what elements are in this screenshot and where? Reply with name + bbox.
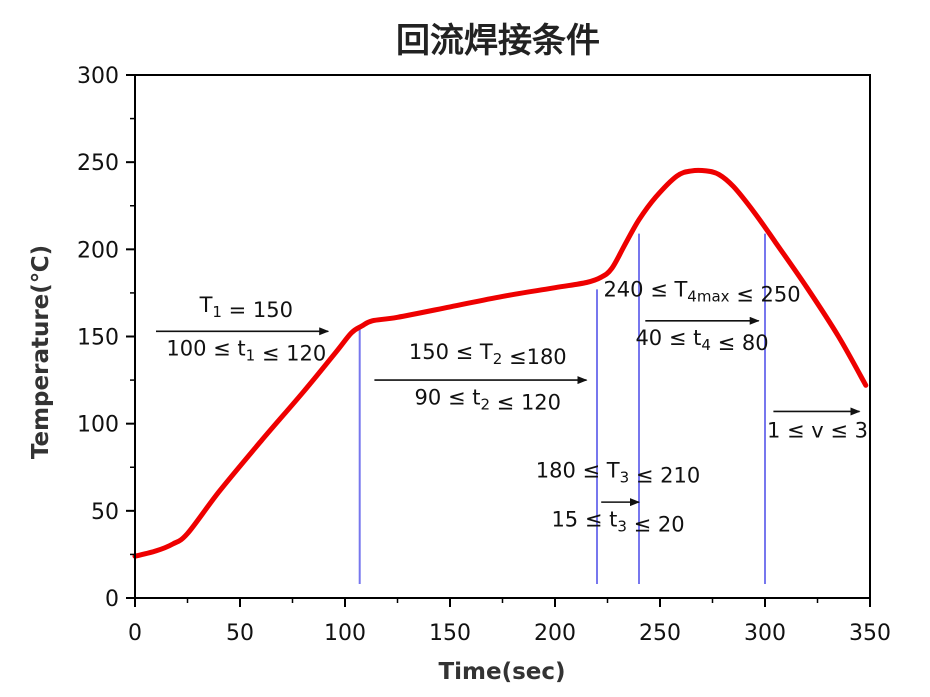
- x-axis-title: Time(sec): [438, 659, 565, 685]
- y-tick-label: 150: [77, 326, 119, 351]
- condition-annotation: 40 ≤ t4 ≤ 80: [635, 326, 768, 355]
- y-tick-label: 0: [105, 587, 119, 612]
- y-tick-label: 100: [77, 413, 119, 438]
- condition-annotation: T1 = 150: [199, 293, 293, 322]
- x-tick-label: 100: [324, 621, 366, 646]
- condition-annotation: 1 ≤ v ≤ 3: [767, 419, 868, 443]
- y-axis-title: Temperature(℃): [28, 245, 54, 459]
- x-tick-label: 50: [226, 621, 254, 646]
- condition-annotation: 15 ≤ t3 ≤ 20: [551, 508, 684, 537]
- chart-title: 回流焊接条件: [396, 21, 600, 61]
- condition-annotation: 90 ≤ t2 ≤ 120: [415, 385, 561, 414]
- condition-annotation: 240 ≤ T4max ≤ 250: [603, 277, 800, 306]
- y-tick-label: 250: [77, 151, 119, 176]
- x-tick-label: 250: [639, 621, 681, 646]
- x-tick-label: 300: [744, 621, 786, 646]
- condition-annotation: 180 ≤ T3 ≤ 210: [536, 459, 700, 488]
- x-tick-label: 350: [849, 621, 891, 646]
- y-tick-label: 200: [77, 238, 119, 263]
- x-tick-label: 0: [128, 621, 142, 646]
- temperature-profile-line: [132, 167, 869, 559]
- x-tick-label: 150: [429, 621, 471, 646]
- x-tick-label: 200: [534, 621, 576, 646]
- condition-annotation: 150 ≤ T2 ≤180: [409, 340, 567, 369]
- y-tick-label: 50: [91, 500, 119, 525]
- condition-annotation: 100 ≤ t1 ≤ 120: [166, 337, 326, 366]
- y-tick-label: 300: [77, 64, 119, 89]
